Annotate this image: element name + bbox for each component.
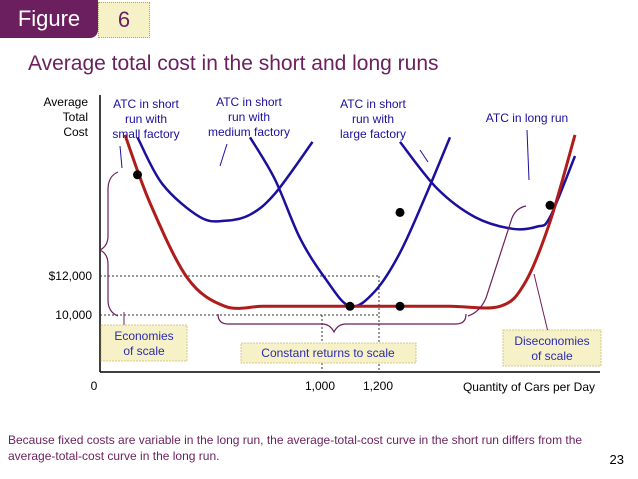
y-axis-label-1: Average bbox=[44, 95, 89, 109]
y-axis-label-2: Total bbox=[63, 110, 88, 124]
pointer-medium bbox=[220, 144, 227, 166]
diseconomies-line-1: Diseconomies bbox=[514, 334, 589, 348]
caption: Because fixed costs are variable in the … bbox=[8, 432, 598, 464]
label-small-2: run with bbox=[125, 112, 167, 126]
label-large-factory: ATC in short run with large factory bbox=[340, 97, 407, 141]
label-small-3: small factory bbox=[112, 127, 179, 141]
data-point-5 bbox=[546, 201, 555, 210]
short-run-atc-curve-3 bbox=[400, 142, 575, 229]
label-large-3: large factory bbox=[340, 127, 406, 141]
diseconomies-of-scale-box: Diseconomies of scale bbox=[503, 330, 601, 366]
brace-constant bbox=[218, 314, 466, 332]
diseconomies-line-2: of scale bbox=[531, 349, 573, 363]
label-medium-3: medium factory bbox=[208, 125, 290, 139]
constant-returns-text: Constant returns to scale bbox=[261, 346, 395, 360]
x-tick-1200: 1,200 bbox=[363, 379, 393, 393]
pointer-long bbox=[527, 130, 529, 180]
page-number: 23 bbox=[610, 452, 624, 467]
short-run-atc-curve-2 bbox=[250, 137, 450, 306]
economies-of-scale-box: Economies of scale bbox=[101, 325, 187, 361]
label-medium-factory: ATC in short run with medium factory bbox=[208, 95, 290, 139]
data-point-2 bbox=[346, 302, 355, 311]
data-point-3 bbox=[396, 208, 405, 217]
label-small-factory: ATC in short run with small factory bbox=[112, 97, 179, 141]
label-medium-1: ATC in short bbox=[216, 95, 282, 109]
brace-economies bbox=[100, 172, 118, 316]
data-point-4 bbox=[396, 302, 405, 311]
cost-chart: Average Total Cost $12,000 10,000 0 1,00… bbox=[0, 0, 638, 430]
data-point-1 bbox=[133, 170, 142, 179]
constant-returns-box: Constant returns to scale bbox=[241, 343, 416, 363]
label-small-1: ATC in short bbox=[113, 97, 179, 111]
x-axis-label: Quantity of Cars per Day bbox=[463, 380, 595, 394]
label-medium-2: run with bbox=[228, 110, 270, 124]
x-tick-1000: 1,000 bbox=[305, 379, 335, 393]
pointer-diseconomies bbox=[534, 274, 548, 332]
pointer-large bbox=[420, 150, 428, 162]
economies-line-2: of scale bbox=[123, 344, 165, 358]
y-tick-10000: 10,000 bbox=[55, 308, 92, 322]
x-tick-0: 0 bbox=[91, 379, 98, 393]
pointer-small bbox=[120, 146, 122, 168]
economies-line-1: Economies bbox=[114, 329, 173, 343]
long-run-atc-curve bbox=[125, 135, 575, 308]
brace-diseconomies bbox=[468, 206, 526, 316]
y-tick-12000: $12,000 bbox=[49, 269, 93, 283]
label-large-2: run with bbox=[352, 112, 394, 126]
y-axis-label-3: Cost bbox=[63, 125, 88, 139]
label-long-run: ATC in long run bbox=[486, 111, 568, 125]
label-large-1: ATC in short bbox=[340, 97, 406, 111]
